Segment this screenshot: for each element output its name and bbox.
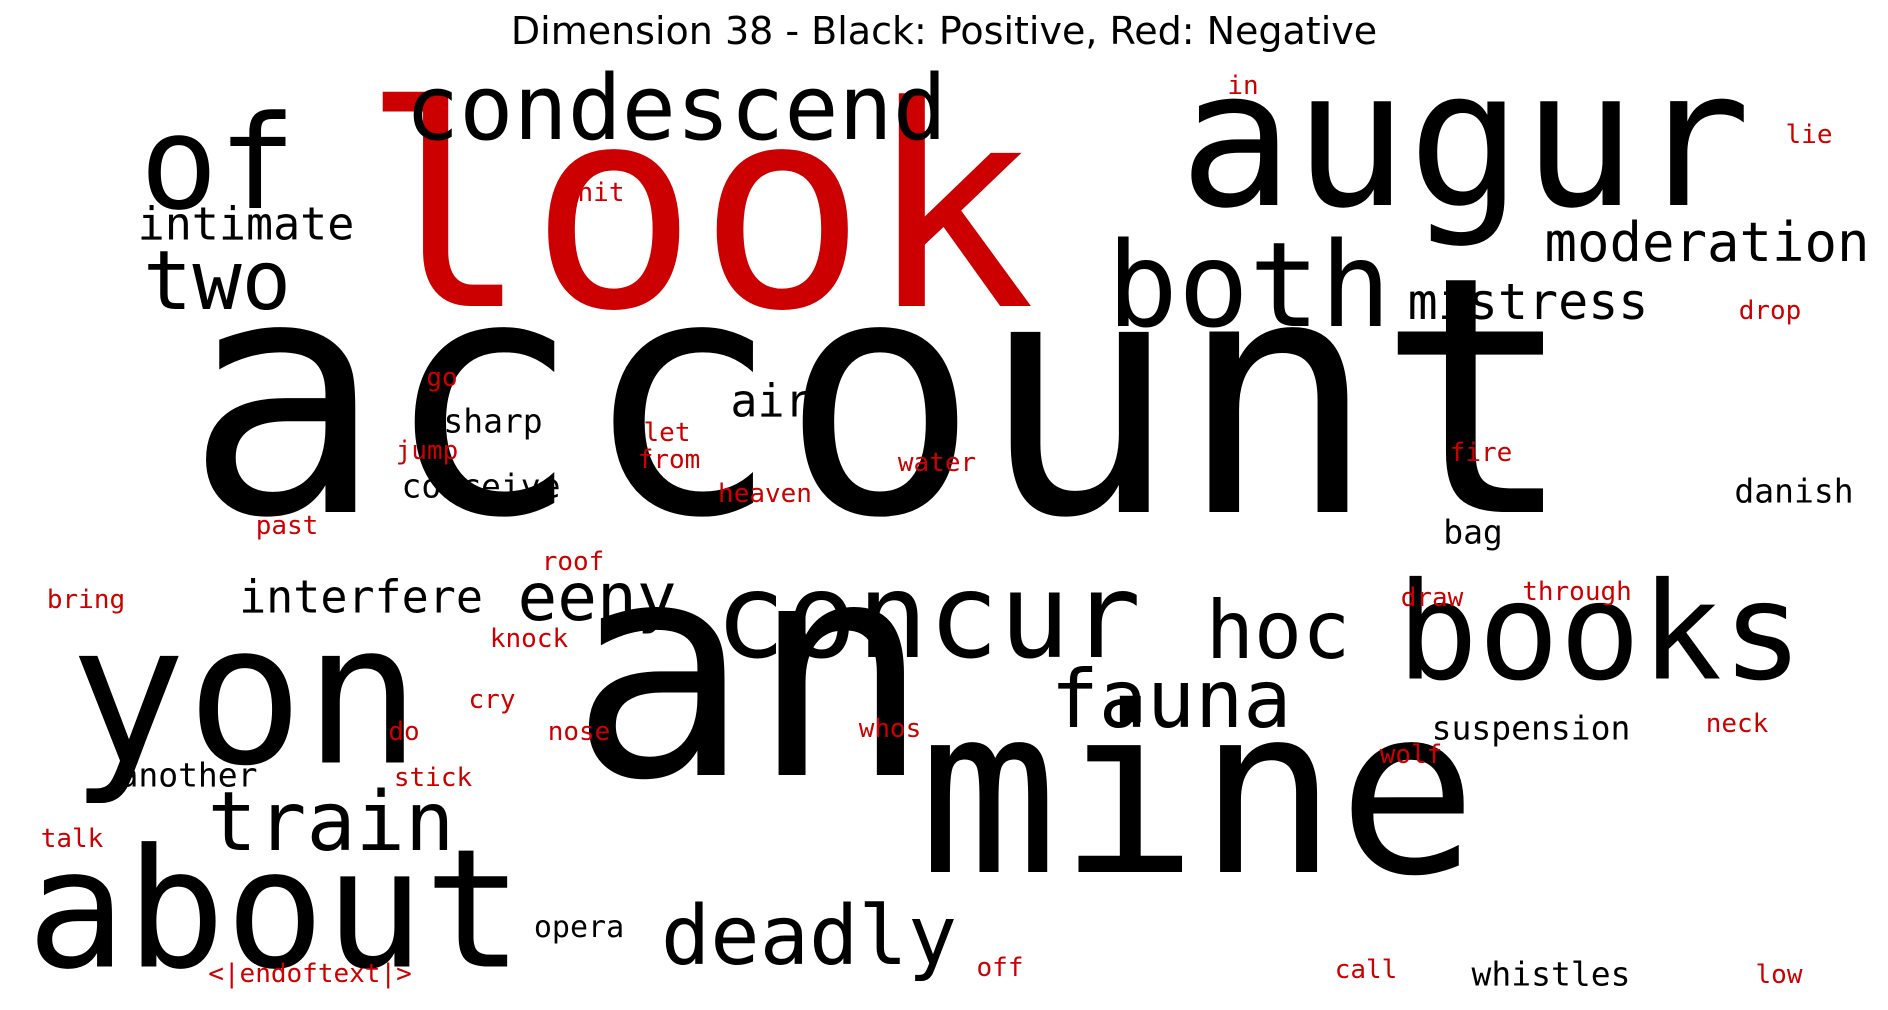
word-negative: draw <box>1400 583 1464 613</box>
word-negative: go <box>426 363 458 393</box>
word-positive: condescend <box>405 56 947 161</box>
word-positive: an <box>569 497 931 846</box>
word-negative: fire <box>1449 438 1513 468</box>
word-negative: roof <box>541 547 605 577</box>
word-positive: bag <box>1443 512 1503 552</box>
word-negative: off <box>976 953 1024 983</box>
word-positive: fauna <box>1050 653 1292 746</box>
word-negative: past <box>255 511 319 541</box>
word-positive: moderation <box>1544 211 1870 274</box>
word-positive: whistles <box>1471 954 1631 994</box>
word-negative: through <box>1522 577 1632 607</box>
word-positive: of <box>139 87 297 239</box>
word-positive: both <box>1106 216 1392 354</box>
word-negative: talk <box>40 824 104 854</box>
word-negative: nose <box>547 717 611 747</box>
word-negative: bring <box>46 585 126 615</box>
word-positive: two <box>142 234 292 329</box>
word-positive: account <box>184 206 1576 590</box>
word-positive: sharp <box>443 401 543 441</box>
word-positive: intimate <box>137 197 355 251</box>
word-negative: from <box>637 445 701 475</box>
word-negative: water <box>897 448 977 478</box>
word-negative: in <box>1227 71 1259 101</box>
chart-title: Dimension 38 - Black: Positive, Red: Neg… <box>510 9 1378 53</box>
word-negative: look <box>360 47 1036 373</box>
word-negative: drop <box>1738 296 1802 326</box>
word-positive: train <box>207 775 455 870</box>
word-positive: mine <box>918 657 1478 927</box>
word-negative: neck <box>1705 709 1769 739</box>
word-positive: suspension <box>1431 708 1631 748</box>
word-negative: hit <box>577 178 625 208</box>
word-negative: call <box>1334 955 1398 985</box>
word-negative: <|endoftext|> <box>208 959 412 989</box>
word-positive: interfere <box>239 570 483 624</box>
word-negative: jump <box>395 436 459 466</box>
word-positive: yon <box>68 581 422 809</box>
word-negative: wolf <box>1379 740 1443 770</box>
word-positive: books <box>1396 553 1804 711</box>
word-positive: concur <box>714 547 1142 685</box>
word-positive: air <box>730 374 812 428</box>
word-positive: another <box>118 755 258 795</box>
word-negative: low <box>1755 960 1803 990</box>
word-positive: mistress <box>1407 273 1649 331</box>
word-positive: about <box>26 813 524 1006</box>
word-negative: let <box>643 418 691 448</box>
word-positive: augur <box>1179 29 1751 250</box>
word-negative: cry <box>468 685 516 715</box>
word-positive: danish <box>1734 471 1854 511</box>
word-negative: stick <box>393 763 473 793</box>
word-negative: do <box>388 717 420 747</box>
word-positive: hoc <box>1205 584 1351 677</box>
word-negative: knock <box>489 624 569 654</box>
word-positive: deadly <box>660 889 958 984</box>
word-positive: eeny <box>517 559 677 636</box>
word-negative: lie <box>1785 120 1833 150</box>
word-negative: whos <box>858 714 922 744</box>
word-positive: opera <box>533 910 625 945</box>
word-positive: conceive <box>401 466 561 506</box>
word-negative: heaven <box>718 479 812 509</box>
